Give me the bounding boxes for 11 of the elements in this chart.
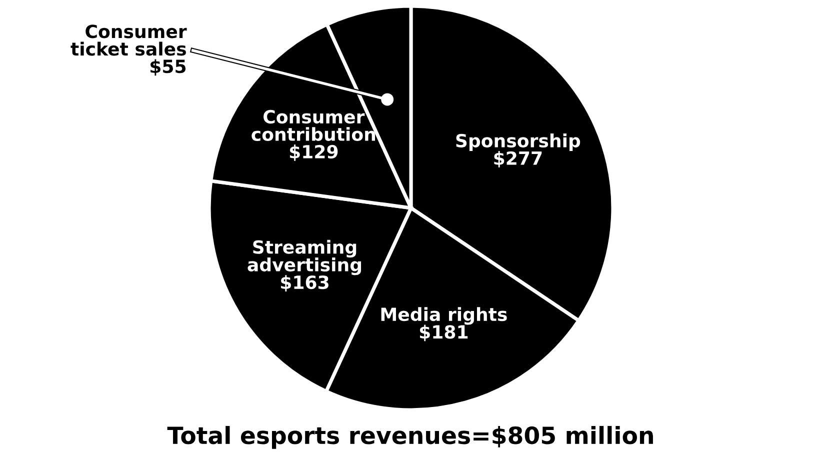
slice-label: Sponsorship xyxy=(456,134,580,151)
slice-label: Consumer contribution xyxy=(252,110,376,142)
data-label: $55 xyxy=(150,59,186,76)
slice-label: Media rights xyxy=(381,307,507,325)
text: Total esports revenues=$805 million xyxy=(167,426,653,449)
data-label: $277 xyxy=(494,150,542,168)
data-label: $129 xyxy=(290,144,338,161)
slice-label: Consumer ticket sales xyxy=(70,24,187,56)
data-label: $181 xyxy=(420,324,468,342)
slice-label: Streaming advertising xyxy=(248,240,362,276)
data-label: $163 xyxy=(281,275,328,292)
